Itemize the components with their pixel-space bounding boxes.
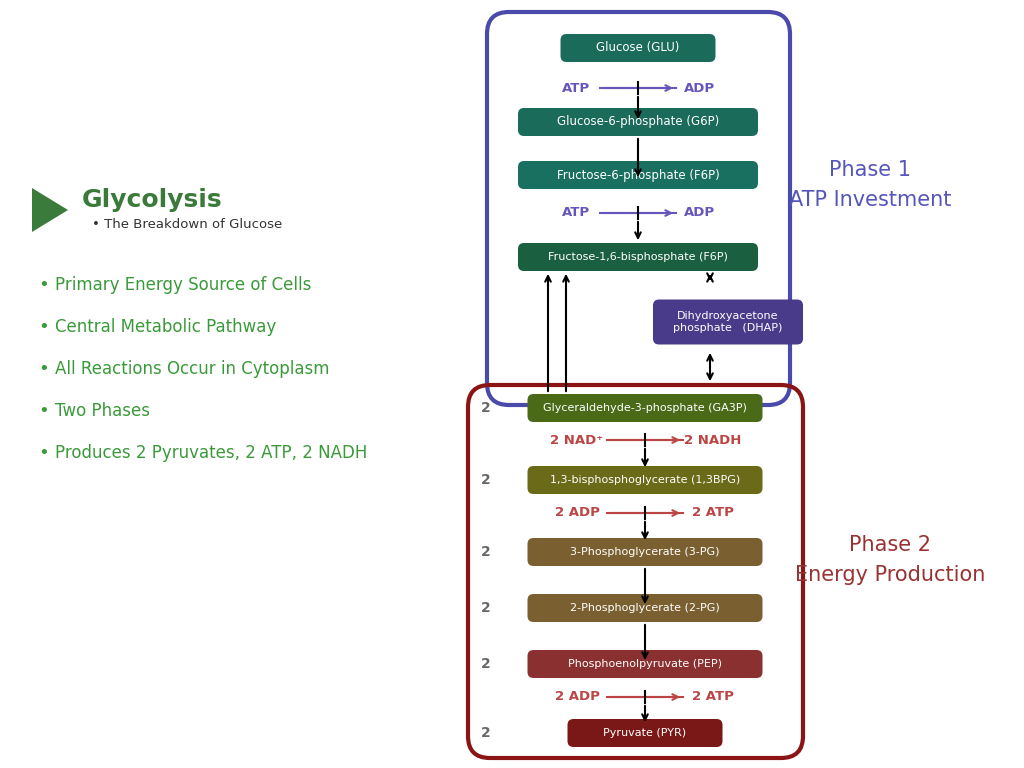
Text: Glucose-6-phosphate (G6P): Glucose-6-phosphate (G6P) bbox=[557, 115, 719, 128]
Text: •: • bbox=[38, 402, 49, 420]
Text: ADP: ADP bbox=[684, 81, 716, 94]
Text: Glycolysis: Glycolysis bbox=[82, 188, 222, 212]
Text: Produces 2 Pyruvates, 2 ATP, 2 NADH: Produces 2 Pyruvates, 2 ATP, 2 NADH bbox=[55, 444, 368, 462]
Text: 1,3-bisphosphoglycerate (1,3BPG): 1,3-bisphosphoglycerate (1,3BPG) bbox=[550, 475, 740, 485]
Text: 2-Phosphoglycerate (2-PG): 2-Phosphoglycerate (2-PG) bbox=[570, 603, 720, 613]
FancyBboxPatch shape bbox=[653, 300, 803, 345]
Text: Glyceraldehyde-3-phosphate (GA3P): Glyceraldehyde-3-phosphate (GA3P) bbox=[543, 403, 746, 413]
Text: 2: 2 bbox=[481, 473, 490, 487]
Text: 2 ATP: 2 ATP bbox=[692, 507, 734, 519]
Text: Primary Energy Source of Cells: Primary Energy Source of Cells bbox=[55, 276, 311, 294]
Text: •: • bbox=[38, 318, 49, 336]
Text: 2: 2 bbox=[481, 545, 490, 559]
Text: Dihydroxyacetone
phosphate   (DHAP): Dihydroxyacetone phosphate (DHAP) bbox=[674, 311, 782, 333]
Text: 2 ATP: 2 ATP bbox=[692, 690, 734, 703]
Text: 2 ADP: 2 ADP bbox=[555, 690, 599, 703]
Text: •: • bbox=[38, 276, 49, 294]
Text: 2 NADH: 2 NADH bbox=[684, 433, 741, 446]
Text: Fructose-6-phosphate (F6P): Fructose-6-phosphate (F6P) bbox=[557, 168, 720, 181]
Text: Phosphoenolpyruvate (PEP): Phosphoenolpyruvate (PEP) bbox=[568, 659, 722, 669]
Text: Phase 2
Energy Production: Phase 2 Energy Production bbox=[795, 535, 985, 584]
Text: Pyruvate (PYR): Pyruvate (PYR) bbox=[603, 728, 686, 738]
Text: •: • bbox=[38, 360, 49, 378]
Text: 3-Phosphoglycerate (3-PG): 3-Phosphoglycerate (3-PG) bbox=[570, 547, 720, 557]
Polygon shape bbox=[32, 188, 68, 232]
Text: ATP: ATP bbox=[562, 81, 590, 94]
Text: Central Metabolic Pathway: Central Metabolic Pathway bbox=[55, 318, 276, 336]
Text: Phase 1
ATP Investment: Phase 1 ATP Investment bbox=[788, 161, 951, 210]
FancyBboxPatch shape bbox=[518, 243, 758, 271]
Text: ATP: ATP bbox=[562, 207, 590, 220]
Text: Two Phases: Two Phases bbox=[55, 402, 150, 420]
FancyBboxPatch shape bbox=[518, 161, 758, 189]
FancyBboxPatch shape bbox=[527, 466, 763, 494]
Text: Fructose-1,6-bisphosphate (F6P): Fructose-1,6-bisphosphate (F6P) bbox=[548, 252, 728, 262]
Text: 2: 2 bbox=[481, 601, 490, 615]
FancyBboxPatch shape bbox=[560, 34, 716, 62]
Text: ADP: ADP bbox=[684, 207, 716, 220]
Text: •: • bbox=[38, 444, 49, 462]
Text: 2 NAD⁺: 2 NAD⁺ bbox=[550, 433, 603, 446]
Text: Glucose (GLU): Glucose (GLU) bbox=[596, 41, 680, 55]
FancyBboxPatch shape bbox=[527, 650, 763, 678]
FancyBboxPatch shape bbox=[567, 719, 723, 747]
FancyBboxPatch shape bbox=[527, 394, 763, 422]
FancyBboxPatch shape bbox=[527, 538, 763, 566]
Text: All Reactions Occur in Cytoplasm: All Reactions Occur in Cytoplasm bbox=[55, 360, 330, 378]
Text: 2 ADP: 2 ADP bbox=[555, 507, 599, 519]
Text: 2: 2 bbox=[481, 726, 490, 740]
FancyBboxPatch shape bbox=[518, 108, 758, 136]
FancyBboxPatch shape bbox=[527, 594, 763, 622]
Text: • The Breakdown of Glucose: • The Breakdown of Glucose bbox=[92, 219, 283, 231]
Text: 2: 2 bbox=[481, 657, 490, 671]
Text: 2: 2 bbox=[481, 401, 490, 415]
